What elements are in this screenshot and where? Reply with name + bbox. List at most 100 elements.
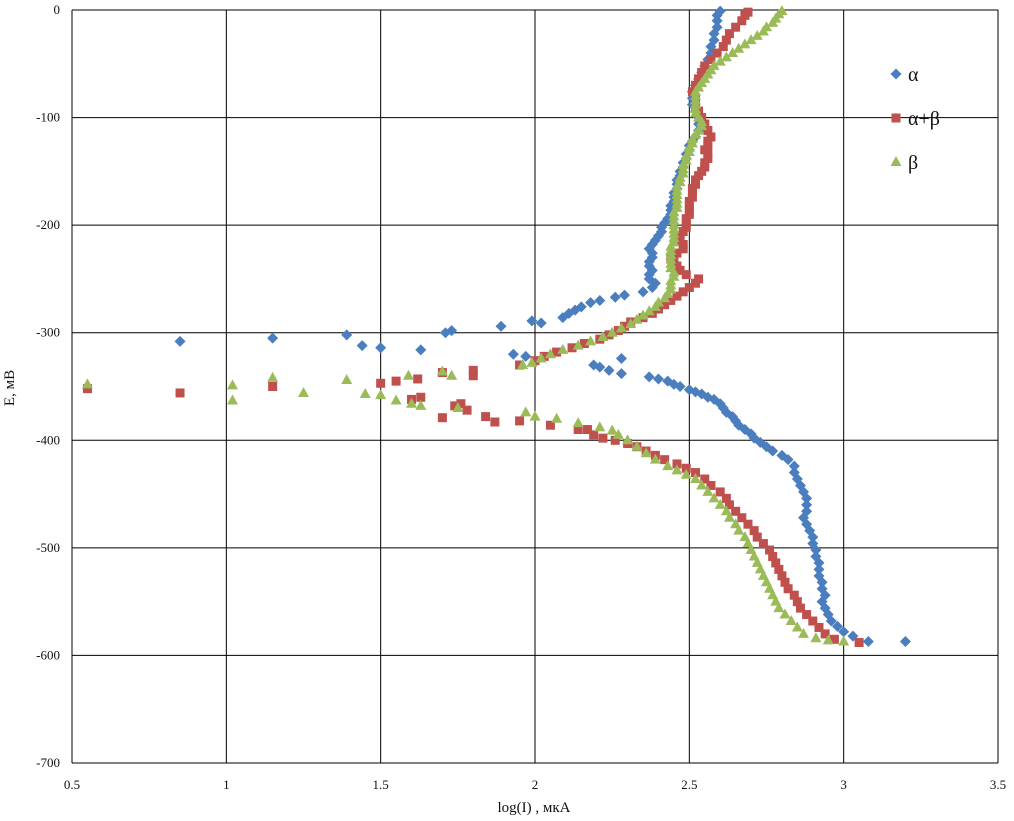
data-point-alpha [899, 635, 911, 647]
data-point-alpha-beta [598, 433, 608, 443]
data-point-beta [791, 621, 803, 632]
data-point-beta [615, 322, 627, 333]
legend: α α+β β [890, 64, 940, 174]
data-point-alpha-beta [808, 616, 818, 626]
data-point-alpha-beta [731, 22, 741, 32]
data-point-alpha-beta [468, 371, 478, 381]
data-point-beta [649, 453, 661, 464]
data-point-beta [227, 394, 239, 405]
legend-label-alpha-beta: α+β [908, 108, 940, 130]
data-point-alpha-beta [481, 412, 491, 422]
data-point-alpha-beta [743, 519, 753, 529]
data-point-alpha-beta [854, 638, 864, 648]
data-point-beta [822, 634, 834, 645]
data-point-beta [671, 464, 683, 475]
data-point-beta [739, 38, 751, 49]
data-point-alpha-beta [416, 392, 426, 402]
data-point-beta [652, 296, 664, 307]
data-point-alpha-beta [758, 539, 768, 549]
data-point-beta [714, 55, 726, 66]
data-point-beta [690, 473, 702, 484]
data-point-alpha-beta [678, 287, 688, 297]
data-point-alpha [615, 368, 627, 380]
data-point-alpha [526, 315, 538, 327]
data-point-alpha [619, 289, 631, 301]
data-point-alpha-beta [694, 74, 704, 84]
data-point-alpha-beta [450, 401, 460, 411]
data-point-beta [622, 434, 634, 445]
data-point-alpha-beta [703, 125, 713, 135]
y-axis-title: E, мВ [2, 370, 18, 406]
x-tick-label: 0.5 [64, 777, 80, 792]
data-point-beta [597, 331, 609, 342]
data-point-beta [776, 5, 788, 16]
data-point-beta [798, 627, 810, 638]
data-point-alpha [585, 297, 597, 309]
data-points [81, 5, 911, 648]
data-point-alpha-beta [694, 274, 704, 284]
x-tick-label: 3 [840, 777, 847, 792]
data-point-alpha-beta [721, 35, 731, 45]
x-tick-label: 3.5 [990, 777, 1006, 792]
data-point-alpha-beta [802, 610, 812, 620]
data-point-alpha [838, 626, 850, 638]
data-point-beta [594, 421, 606, 432]
data-point-alpha-beta [829, 634, 839, 644]
data-point-beta [714, 498, 726, 509]
data-point-alpha-beta [706, 54, 716, 64]
data-point-alpha [594, 294, 606, 306]
data-point-alpha-beta [530, 356, 540, 366]
data-point-beta [544, 348, 556, 359]
data-point-alpha [356, 340, 368, 352]
data-point-alpha [683, 384, 695, 396]
data-point-alpha [810, 550, 822, 562]
data-point-alpha [495, 320, 507, 332]
y-tick-label: -100 [36, 110, 60, 125]
data-point-alpha-beta [620, 321, 630, 331]
data-point-beta [708, 492, 720, 503]
data-point-beta [557, 343, 569, 354]
data-point-alpha-beta [731, 506, 741, 516]
data-point-alpha [862, 635, 874, 647]
data-point-alpha-beta [777, 571, 787, 581]
data-point-beta [733, 42, 745, 53]
data-point-alpha [341, 329, 353, 341]
data-point-alpha-beta [462, 405, 472, 415]
data-point-alpha-beta [684, 283, 694, 293]
data-point-alpha-beta [700, 61, 710, 71]
data-point-beta [341, 374, 353, 385]
data-point-beta [572, 339, 584, 350]
data-point-alpha-beta [468, 365, 478, 375]
tick-labels: 0.5 1 1.5 2 2.5 3 3.5 0 -100 -200 -300 -400 -500 -600… [36, 2, 1006, 792]
x-tick-label: 2.5 [681, 777, 697, 792]
data-point-alpha-beta [724, 500, 734, 510]
data-point-alpha-beta [610, 435, 620, 445]
data-point-alpha [662, 375, 674, 387]
series-beta [81, 5, 850, 646]
data-point-alpha-beta [437, 413, 447, 423]
y-tick-label: -600 [36, 647, 60, 662]
data-point-alpha [615, 353, 627, 365]
data-point-alpha-beta [820, 629, 830, 639]
data-point-alpha [711, 21, 723, 33]
data-point-alpha-beta [737, 16, 747, 26]
data-point-alpha-beta [681, 463, 691, 473]
data-point-alpha-beta [660, 455, 670, 465]
data-point-alpha-beta [456, 399, 466, 409]
data-point-beta [625, 318, 637, 329]
data-point-alpha-beta [814, 622, 824, 632]
data-point-beta [227, 379, 239, 390]
data-point-alpha [652, 373, 664, 385]
data-point-alpha [776, 449, 788, 461]
data-point-beta [708, 59, 720, 70]
data-point-alpha [588, 359, 600, 371]
data-point-beta [390, 394, 402, 405]
legend-marker-alpha-beta [891, 113, 901, 123]
data-point-alpha-beta [490, 417, 500, 427]
data-point-alpha-beta [672, 248, 682, 258]
data-point-beta [640, 447, 652, 458]
data-point-beta [606, 326, 618, 337]
data-point-alpha-beta [752, 532, 762, 542]
data-point-alpha-beta [672, 459, 682, 469]
data-point-beta [727, 47, 739, 58]
